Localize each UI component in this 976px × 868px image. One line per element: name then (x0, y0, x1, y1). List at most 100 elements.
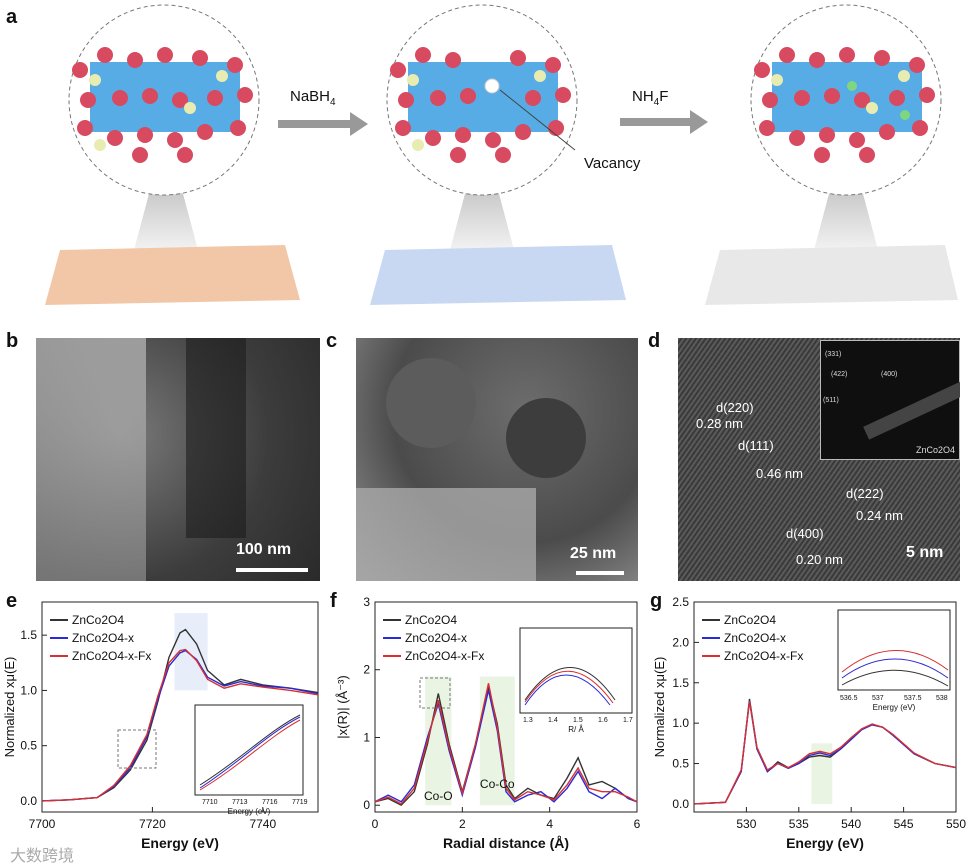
x-tick-label-0: 0 (372, 817, 379, 831)
legend-label-2: ZnCo2O4-x-Fx (405, 649, 484, 663)
annotation-co-co: Co-Co (480, 777, 515, 791)
series-line-2 (41, 648, 319, 802)
d220-value: 0.28 nm (696, 416, 743, 431)
series-line-1 (374, 689, 638, 803)
saed-inset: (331) (422) (400) (511) ZnCo2O4 (820, 340, 960, 460)
y-tick-label-1: 0.5 (20, 739, 37, 753)
d220-label: d(220) (716, 400, 754, 415)
y-tick-label-1: 0.5 (672, 757, 689, 771)
y-tick-label-2: 1.0 (20, 683, 37, 697)
plot-frame (374, 601, 638, 813)
y-tick-label-3: 1.5 (672, 676, 689, 690)
series-line-2 (693, 701, 957, 805)
inset-e-line-0 (199, 714, 301, 786)
crystal-1 (68, 4, 260, 196)
y-tick-label-3: 1.5 (20, 628, 37, 642)
legend-label-2: ZnCo2O4-x-Fx (724, 649, 803, 663)
y-tick-label-0: 0.0 (20, 794, 37, 808)
d222-value: 0.24 nm (856, 508, 903, 523)
panel-a-letter: a (6, 6, 18, 28)
inset-f-tick-3: 1.6 (598, 717, 608, 724)
legend-label-0: ZnCo2O4 (405, 613, 457, 627)
vacancy-label: Vacancy (584, 155, 641, 172)
panel-g-letter: g (650, 590, 663, 612)
watermark: 大数跨境 (10, 848, 75, 865)
arrow-2 (620, 110, 708, 134)
d222-label: d(222) (846, 486, 884, 501)
saed-caption: ZnCo2O4 (915, 445, 955, 455)
inset-e-tick-3: 7719 (292, 799, 308, 806)
inset-e-line-2 (199, 719, 301, 791)
legend-label-1: ZnCo2O4-x (405, 631, 467, 645)
inset-g-xlabel: Energy (eV) (873, 703, 916, 712)
crystal-3 (750, 4, 942, 196)
scale-label-c: 25 nm (570, 545, 617, 562)
hrtem-image-d: (331) (422) (400) (511) ZnCo2O4 d(220) 0… (678, 338, 960, 581)
y-tick-label-0: 0 (363, 798, 370, 812)
series-line-2 (374, 683, 638, 805)
scale-label-b: 100 nm (236, 541, 292, 558)
x-tick-label-1: 535 (789, 817, 809, 831)
highlight-band-0 (174, 613, 208, 691)
chart-f: 0 2 4 6 0 1 2 3 Radial distance (Å) |x(R)| (Å⁻³) Z… (335, 595, 641, 851)
x-axis-label: Energy (eV) (141, 835, 219, 851)
x-tick-label-4: 550 (946, 817, 966, 831)
x-tick-label-0: 530 (736, 817, 756, 831)
d111-label: d(111) (738, 438, 774, 453)
inset-g-line-1 (841, 658, 949, 679)
saed-511: (511) (823, 397, 839, 404)
inset-e-xlabel: Energy (eV) (228, 807, 271, 816)
y-tick-label-5: 2.5 (672, 595, 689, 609)
plot-frame (693, 601, 957, 813)
x-tick-label-3: 545 (894, 817, 914, 831)
y-tick-label-2: 1.0 (672, 716, 689, 730)
inset-f-tick-1: 1.4 (548, 717, 558, 724)
reagent-nabh4: NaBH4 (290, 88, 336, 108)
slab-2 (370, 245, 626, 305)
beam-3 (814, 190, 878, 250)
y-tick-label-3: 3 (363, 595, 370, 609)
y-axis-label: |x(R)| (Å⁻³) (335, 675, 350, 738)
y-axis-label: Normalized xμ(E) (652, 657, 667, 758)
chart-g: 530 535 540 545 550 0.0 0.5 1.0 1.5 2.0 2.5 Energy … (652, 595, 966, 851)
inset-g-frame (837, 609, 951, 691)
x-tick-label-3: 6 (634, 817, 641, 831)
inset-f-line-1 (524, 674, 611, 706)
inset-e-tick-2: 7716 (262, 799, 278, 806)
y-tick-label-0: 0.0 (672, 797, 689, 811)
x-tick-label-0: 7700 (29, 817, 56, 831)
highlight-band-0 (811, 743, 833, 804)
x-tick-label-1: 7720 (139, 817, 166, 831)
saed-400: (400) (881, 371, 898, 378)
saed-331: (331) (825, 351, 842, 358)
y-tick-label-4: 2.0 (672, 635, 689, 649)
scale-bar-c (576, 571, 624, 575)
inset-f-frame (519, 627, 633, 714)
annotation-co-o: Co-O (424, 789, 453, 803)
d400-label: d(400) (786, 526, 824, 541)
d400-value: 0.20 nm (796, 552, 843, 567)
panel-d-letter: d (648, 330, 661, 352)
panel-e-letter: e (6, 590, 18, 612)
legend-label-0: ZnCo2O4 (72, 613, 124, 627)
x-tick-label-1: 2 (459, 817, 466, 831)
inset-e-tick-1: 7713 (232, 799, 248, 806)
crystal-2 (386, 4, 578, 196)
panel-a-schematic (45, 4, 958, 305)
saed-422: (422) (831, 371, 848, 378)
legend-label-2: ZnCo2O4-x-Fx (72, 649, 151, 663)
x-tick-label-2: 540 (841, 817, 861, 831)
inset-e-tick-0: 7710 (202, 799, 218, 806)
inset-g-tick-2: 537.5 (904, 695, 922, 702)
inset-g-line-0 (841, 650, 949, 673)
plot-frame (41, 601, 319, 813)
inset-f-line-0 (524, 667, 616, 701)
y-axis-label: Normalized xμ(E) (2, 657, 17, 758)
inset-f-tick-0: 1.3 (523, 717, 533, 724)
inset-f-zoom-box (419, 677, 451, 709)
y-tick-label-2: 2 (363, 663, 370, 677)
panel-c-letter: c (326, 330, 338, 352)
inset-f-tick-2: 1.5 (573, 717, 583, 724)
inset-g-tick-3: 538 (936, 695, 948, 702)
y-tick-label-1: 1 (363, 730, 370, 744)
